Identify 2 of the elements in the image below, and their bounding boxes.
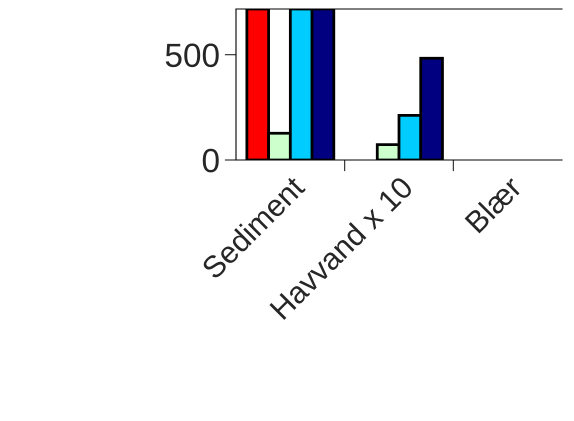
y-tick-label: 0 [202, 148, 219, 172]
y-tick-label: 500 [166, 44, 219, 68]
